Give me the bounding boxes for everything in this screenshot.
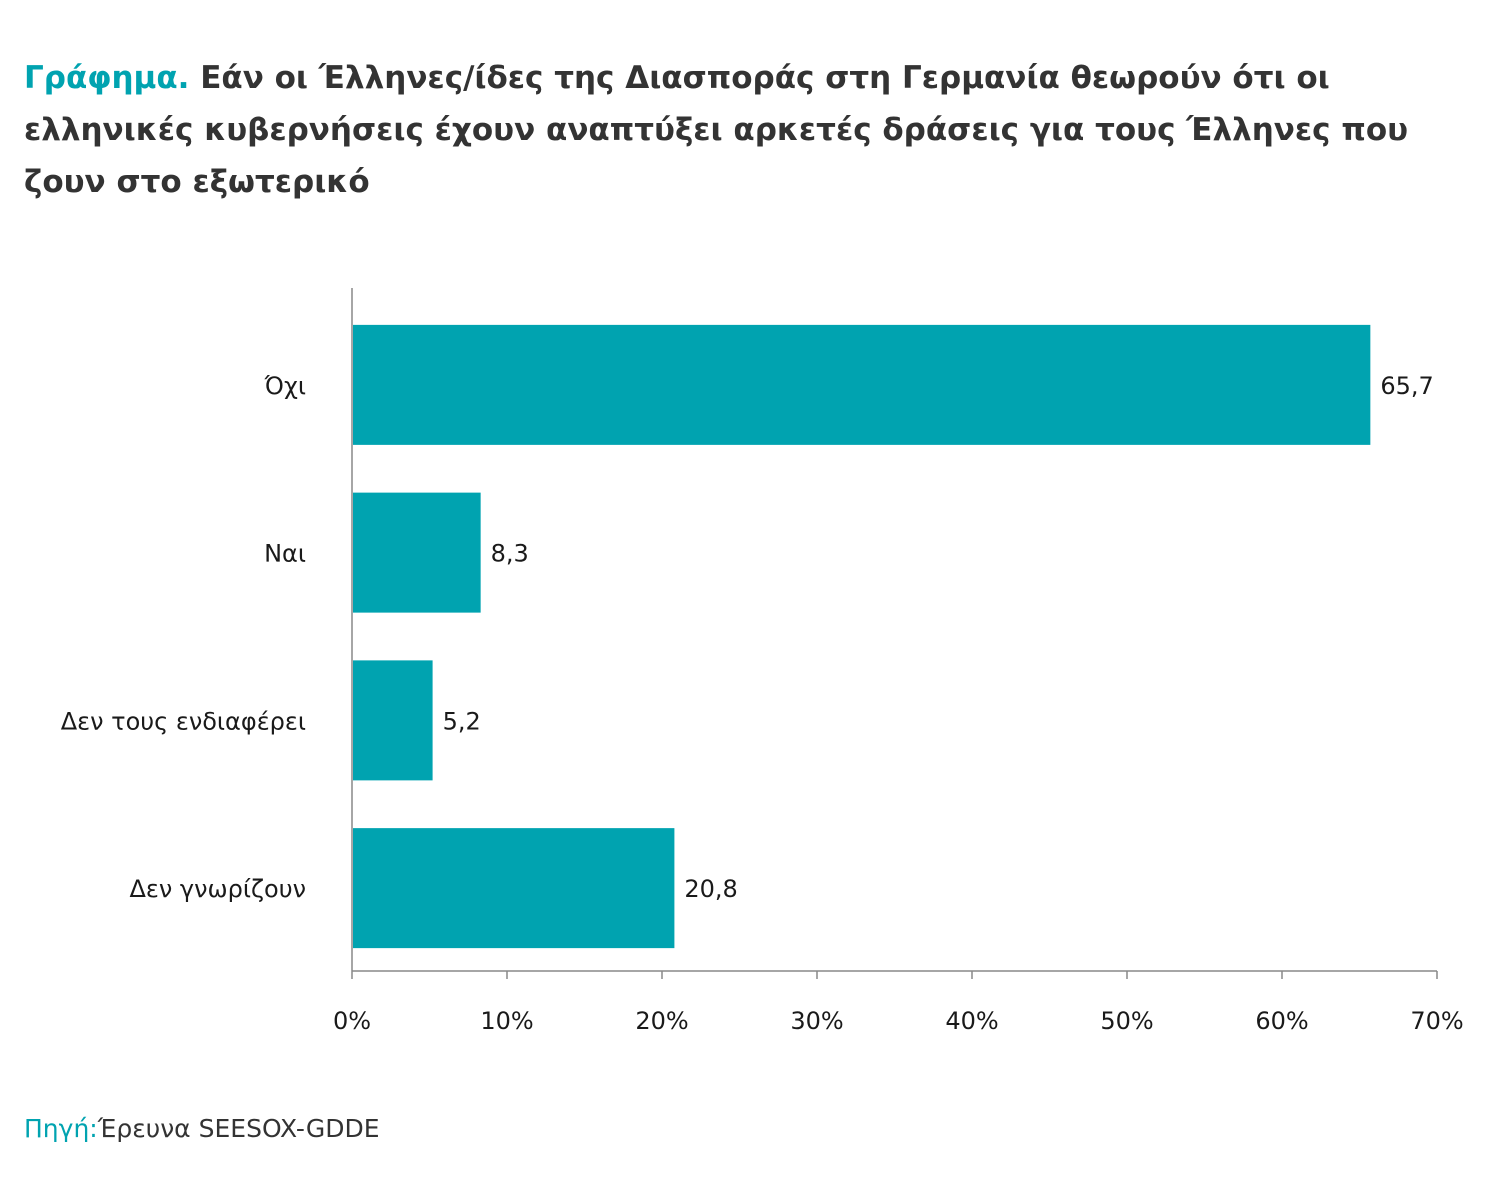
data-label: 20,8 [684,875,737,903]
bar [353,324,1371,445]
x-tick-label: 60% [1255,1007,1308,1035]
source-note: Πηγή:Έρευνα SEESOX-GDDE [24,1114,380,1143]
x-tick-label: 20% [635,1007,688,1035]
chart-title-lead: Γράφημα. [24,60,190,96]
category-label: Δεν γνωρίζουν [129,875,306,903]
bar [353,660,433,781]
x-tick-label: 50% [1100,1007,1153,1035]
chart-title: Γράφημα. Εάν οι Έλληνες/ίδες της Διασπορ… [24,52,1444,208]
bar [353,492,481,613]
source-text: Έρευνα SEESOX-GDDE [97,1114,380,1143]
data-label: 5,2 [443,707,481,735]
category-label: Δεν τους ενδιαφέρει [61,707,306,735]
data-label: 65,7 [1380,372,1433,400]
data-label: 8,3 [491,540,529,568]
bar [353,828,675,949]
x-tick-label: 10% [480,1007,533,1035]
x-tick-label: 70% [1410,1007,1463,1035]
x-tick-label: 30% [790,1007,843,1035]
x-tick-label: 40% [945,1007,998,1035]
category-label: Όχι [264,372,306,400]
category-label: Ναι [264,540,306,568]
chart-title-text: Εάν οι Έλληνες/ίδες της Διασποράς στη Γε… [24,60,1409,200]
x-tick-label: 0% [333,1007,371,1035]
source-label: Πηγή: [24,1114,98,1143]
